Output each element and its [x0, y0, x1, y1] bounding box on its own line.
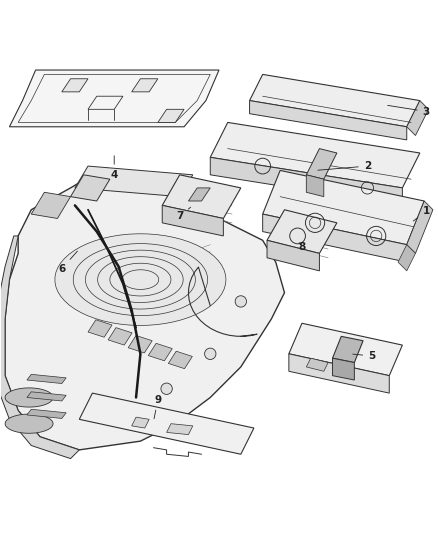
Polygon shape	[306, 149, 337, 179]
Polygon shape	[407, 201, 433, 253]
Polygon shape	[27, 374, 66, 384]
Polygon shape	[158, 109, 184, 123]
Circle shape	[161, 383, 172, 394]
Polygon shape	[162, 205, 223, 236]
Polygon shape	[27, 409, 66, 418]
Polygon shape	[71, 175, 110, 201]
Circle shape	[235, 296, 247, 307]
Polygon shape	[332, 336, 363, 362]
Polygon shape	[75, 166, 193, 197]
Polygon shape	[166, 424, 193, 434]
Polygon shape	[108, 328, 132, 345]
Text: 8: 8	[298, 242, 306, 252]
Polygon shape	[267, 240, 319, 271]
Polygon shape	[398, 245, 416, 271]
Polygon shape	[148, 343, 172, 361]
Polygon shape	[27, 392, 66, 401]
Polygon shape	[263, 214, 407, 262]
Polygon shape	[332, 358, 354, 380]
Polygon shape	[162, 175, 241, 219]
Polygon shape	[5, 414, 53, 433]
Polygon shape	[128, 335, 152, 353]
Polygon shape	[132, 417, 149, 428]
Polygon shape	[10, 70, 219, 127]
Polygon shape	[168, 351, 192, 369]
Polygon shape	[306, 175, 324, 197]
Polygon shape	[289, 354, 389, 393]
Text: 4: 4	[110, 156, 118, 180]
Polygon shape	[306, 358, 328, 372]
Polygon shape	[250, 75, 420, 127]
Polygon shape	[289, 323, 403, 376]
Text: 2: 2	[318, 161, 371, 171]
Text: 6: 6	[58, 251, 78, 273]
Text: 9: 9	[154, 394, 162, 419]
Polygon shape	[88, 320, 112, 337]
Polygon shape	[263, 171, 424, 245]
Polygon shape	[5, 175, 285, 450]
Text: 3: 3	[388, 106, 430, 117]
Text: 5: 5	[353, 351, 375, 361]
Polygon shape	[5, 388, 53, 407]
Polygon shape	[132, 79, 158, 92]
Circle shape	[205, 348, 216, 359]
Polygon shape	[79, 393, 254, 454]
Polygon shape	[250, 101, 407, 140]
Polygon shape	[188, 188, 210, 201]
Polygon shape	[210, 123, 420, 188]
Polygon shape	[210, 157, 403, 205]
Polygon shape	[31, 192, 71, 219]
Polygon shape	[55, 234, 226, 326]
Polygon shape	[407, 101, 428, 135]
Polygon shape	[62, 79, 88, 92]
Polygon shape	[0, 236, 79, 458]
Text: 7: 7	[176, 207, 191, 221]
Text: 1: 1	[413, 206, 430, 221]
Polygon shape	[267, 210, 337, 253]
